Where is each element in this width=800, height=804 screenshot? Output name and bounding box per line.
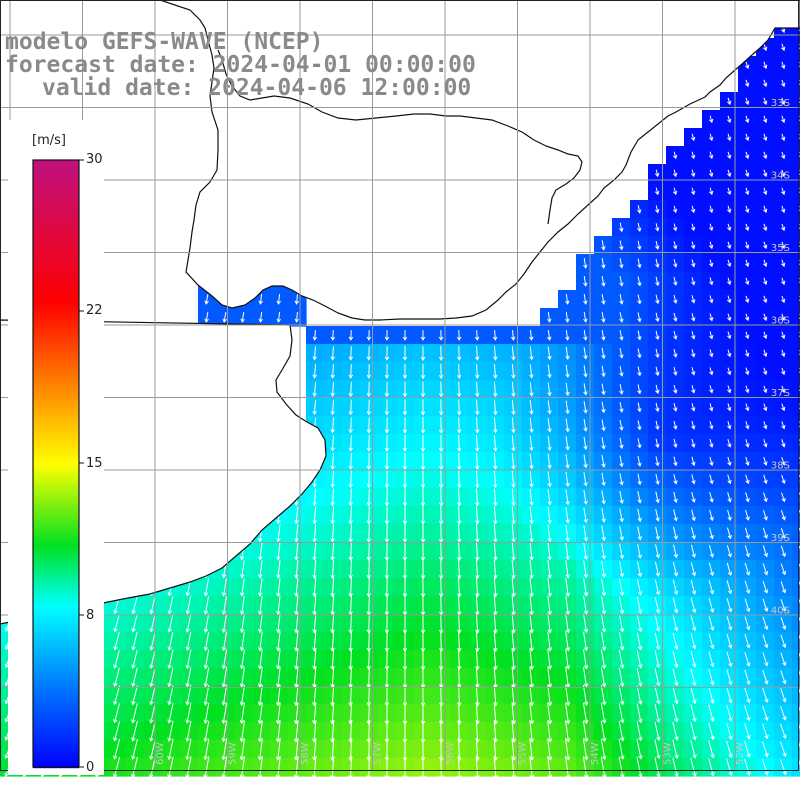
lon-label-56W: 56W: [445, 742, 456, 765]
lat-label-35S: 35S: [771, 243, 790, 254]
lat-label-38S: 38S: [771, 461, 790, 472]
lon-label-60W: 60W: [155, 742, 166, 765]
lat-label-34S: 34S: [771, 171, 790, 182]
lon-label-55W: 55W: [518, 742, 529, 765]
lat-label-39S: 39S: [771, 533, 790, 544]
colorbar-tick-15: 15: [86, 456, 103, 471]
lon-label-57W: 57W: [373, 742, 384, 765]
lon-label-58W: 58W: [300, 742, 311, 765]
title-model: modelo GEFS-WAVE (NCEP): [5, 30, 324, 54]
lon-label-53W: 53W: [663, 742, 674, 765]
colorbar-tick-22: 22: [86, 303, 103, 318]
colorbar-tick-8: 8: [86, 608, 94, 623]
lat-label-37S: 37S: [771, 388, 790, 399]
colorbar: [8, 120, 104, 775]
title-forecast-date: forecast date: 2024-04-01 00:00:00: [5, 53, 476, 77]
colorbar-tick-0: 0: [86, 760, 94, 775]
colorbar-unit: [m/s]: [32, 133, 66, 148]
lat-label-40S: 40S: [771, 606, 790, 617]
colorbar-tick-30: 30: [86, 152, 103, 167]
lon-label-54W: 54W: [590, 742, 601, 765]
lat-label-33S: 33S: [771, 98, 790, 109]
lon-label-59W: 59W: [228, 742, 239, 765]
lon-label-52W: 52W: [735, 742, 746, 765]
lat-label-36S: 36S: [771, 316, 790, 327]
title-valid-date: valid date: 2024-04-06 12:00:00: [42, 76, 471, 100]
